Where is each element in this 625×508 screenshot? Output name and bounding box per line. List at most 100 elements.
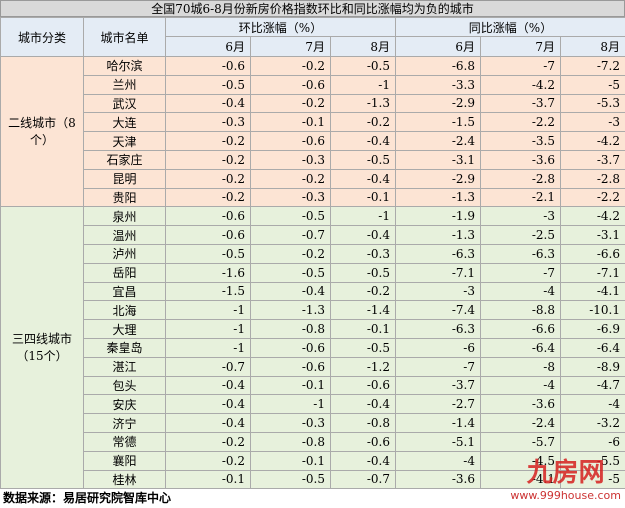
value-cell: -2.5 <box>480 225 561 245</box>
value-cell: -1.2 <box>330 356 396 377</box>
value-cell: -0.5 <box>165 74 251 95</box>
month-header: 8月 <box>330 36 396 57</box>
value-cell: -0.2 <box>330 281 396 302</box>
value-cell: -1 <box>165 337 251 358</box>
value-cell: -3.7 <box>560 149 625 170</box>
value-cell: -0.8 <box>250 431 331 452</box>
source-note: 数据来源：易居研究院智库中心 <box>3 491 172 505</box>
value-cell: -1.9 <box>395 206 481 227</box>
value-cell: -0.6 <box>330 375 396 396</box>
value-cell: -3.2 <box>560 413 625 433</box>
table-row: 兰州 -0.5 -0.6 -1 -3.3 -4.2 -5 <box>1 74 625 95</box>
value-cell: -0.1 <box>250 112 331 133</box>
value-cell: -3 <box>480 206 561 227</box>
value-cell: -0.4 <box>165 413 251 433</box>
group-cell: 二线城市（8个） <box>0 55 84 208</box>
value-cell: -2.9 <box>395 93 481 114</box>
city-cell: 大连 <box>83 112 166 133</box>
value-cell: -0.5 <box>250 469 331 490</box>
city-cell: 贵阳 <box>83 187 166 208</box>
value-cell: -7 <box>480 262 561 283</box>
value-cell: -5.1 <box>395 431 481 452</box>
city-cell: 襄阳 <box>83 450 166 471</box>
value-cell: -0.1 <box>330 319 396 339</box>
value-cell: -0.3 <box>330 243 396 264</box>
table-row: 安庆 -0.4 -1 -0.4 -2.7 -3.6 -4 <box>1 394 625 415</box>
watermark-logo: 九房网 <box>526 458 605 488</box>
watermark-url: www.999house.com <box>510 489 621 502</box>
value-cell: -0.6 <box>165 225 251 245</box>
value-cell: -6.3 <box>395 243 481 264</box>
city-cell: 北海 <box>83 300 166 321</box>
value-cell: -4 <box>480 281 561 302</box>
value-cell: -2.7 <box>395 394 481 415</box>
value-cell: -0.4 <box>330 394 396 415</box>
value-cell: -0.2 <box>250 93 331 114</box>
value-cell: -1.3 <box>330 93 396 114</box>
table-row: 石家庄 -0.2 -0.3 -0.5 -3.1 -3.6 -3.7 <box>1 149 625 170</box>
table-row: 襄阳 -0.2 -0.1 -0.4 -4 -4.5 -5.5 <box>1 450 625 471</box>
value-cell: -0.3 <box>250 187 331 208</box>
city-cell: 泸州 <box>83 243 166 264</box>
city-cell: 泉州 <box>83 206 166 227</box>
value-cell: -5.7 <box>480 431 561 452</box>
value-cell: -4 <box>480 375 561 396</box>
value-cell: -7 <box>395 356 481 377</box>
value-cell: -6.4 <box>560 337 625 358</box>
city-cell: 武汉 <box>83 93 166 114</box>
city-cell: 桂林 <box>83 469 166 490</box>
month-header: 7月 <box>480 36 561 57</box>
value-cell: -0.2 <box>165 168 251 189</box>
city-cell: 安庆 <box>83 394 166 415</box>
value-cell: -4.2 <box>560 206 625 227</box>
value-cell: -1.6 <box>165 262 251 283</box>
city-cell: 岳阳 <box>83 262 166 283</box>
month-header: 6月 <box>395 36 481 57</box>
value-cell: -0.3 <box>250 149 331 170</box>
value-cell: -0.6 <box>250 337 331 358</box>
header-cell: 城市名单 <box>83 17 166 57</box>
value-cell: -2.4 <box>480 413 561 433</box>
value-cell: -1.5 <box>165 281 251 302</box>
table-row: 湛江 -0.7 -0.6 -1.2 -7 -8 -8.9 <box>1 356 625 377</box>
value-cell: -6.6 <box>560 243 625 264</box>
value-cell: -2.8 <box>480 168 561 189</box>
value-cell: -8.8 <box>480 300 561 321</box>
price-table: 城市分类 城市名单 环比涨幅（%） 同比涨幅（%） 6月 7月 8月 6月 7月 8月 二线城市… <box>0 17 625 490</box>
value-cell: -0.6 <box>250 74 331 95</box>
value-cell: -3.1 <box>560 225 625 245</box>
value-cell: -0.2 <box>250 56 331 76</box>
value-cell: -0.4 <box>330 168 396 189</box>
value-cell: -3.7 <box>395 375 481 396</box>
table-row: 秦皇岛 -1 -0.6 -0.5 -6 -6.4 -6.4 <box>1 337 625 358</box>
value-cell: -0.5 <box>250 206 331 227</box>
value-cell: -0.4 <box>165 394 251 415</box>
value-cell: -0.4 <box>165 375 251 396</box>
value-cell: -6.9 <box>560 319 625 339</box>
value-cell: -6 <box>560 431 625 452</box>
value-cell: -0.1 <box>250 375 331 396</box>
value-cell: -3.6 <box>395 469 481 490</box>
value-cell: -1.4 <box>395 413 481 433</box>
city-cell: 秦皇岛 <box>83 337 166 358</box>
value-cell: -0.4 <box>330 450 396 471</box>
value-cell: -0.1 <box>165 469 251 490</box>
group-cell: 三四线城市（15个） <box>0 206 84 490</box>
value-cell: -1 <box>330 74 396 95</box>
value-cell: -7 <box>480 56 561 76</box>
value-cell: -6.4 <box>480 337 561 358</box>
value-cell: -0.7 <box>330 469 396 490</box>
city-cell: 温州 <box>83 225 166 245</box>
city-cell: 湛江 <box>83 356 166 377</box>
value-cell: -10.1 <box>560 300 625 321</box>
value-cell: -3.3 <box>395 74 481 95</box>
table-row: 北海 -1 -1.3 -1.4 -7.4 -8.8 -10.1 <box>1 300 625 321</box>
value-cell: -5 <box>560 74 625 95</box>
value-cell: -7.1 <box>395 262 481 283</box>
value-cell: -1.3 <box>395 187 481 208</box>
value-cell: -4.2 <box>480 74 561 95</box>
city-cell: 天津 <box>83 131 166 151</box>
value-cell: -5.3 <box>560 93 625 114</box>
value-cell: -0.6 <box>165 206 251 227</box>
value-cell: -7.2 <box>560 56 625 76</box>
